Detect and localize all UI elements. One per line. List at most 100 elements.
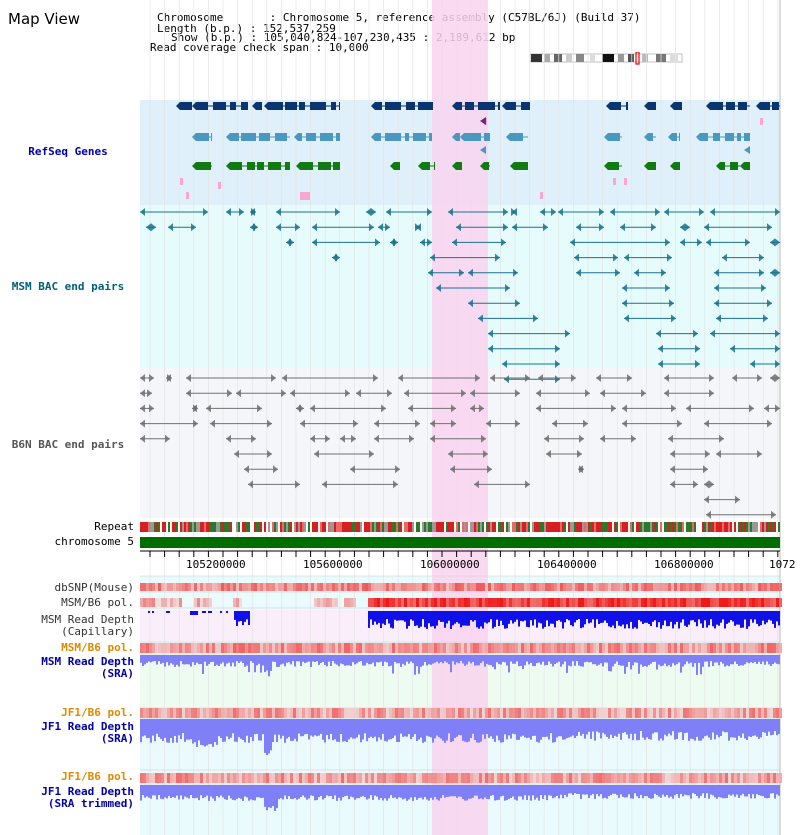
jf1-b6-pol-2-cell [314, 773, 317, 783]
jf1-b6-pol-2-cell [464, 773, 467, 783]
msm-b6-pol-sra-cell [608, 643, 611, 653]
msm-b6-pol-sra-cell [422, 643, 425, 653]
dbsnp-heat-cell [752, 583, 755, 591]
jf1-b6-pol-cell [143, 708, 146, 718]
jf1-b6-pol-cell [374, 708, 377, 718]
b6n-bac-pair-end [579, 434, 584, 443]
msm-capillary-depth-bar [202, 611, 204, 613]
repeat-segment [734, 522, 736, 532]
jf1-b6-pol-2-cell [494, 773, 497, 783]
msm-bac-pair-end [574, 253, 579, 262]
dbsnp-heat-cell [185, 583, 188, 591]
b6n-bac-pair-end [451, 404, 456, 413]
msm-b6-pol-cell [719, 598, 722, 607]
jf1-sra-depth-bar [368, 719, 370, 738]
jf1-b6-pol-2-cell [524, 773, 527, 783]
dbsnp-heat-cell [299, 583, 302, 591]
jf1-trimmed-depth-bar [152, 785, 154, 796]
msm-sra-depth-bar [624, 655, 626, 674]
jf1-trimmed-depth-bar [492, 785, 494, 796]
jf1-sra-depth-bar [298, 719, 300, 734]
jf1-b6-pol-2-cell [155, 773, 158, 783]
jf1-sra-depth-bar [510, 719, 512, 739]
jf1-b6-pol-cell [590, 708, 593, 718]
msm-bac-pair-end [495, 253, 500, 262]
repeat-segment [200, 522, 202, 532]
b6n-bac-pair-end [749, 404, 754, 413]
b6n-bac-pair-end [325, 434, 330, 443]
repeat-segment [176, 522, 178, 532]
msm-b6-pol-sra-cell [629, 643, 632, 653]
jf1-trimmed-depth-bar [174, 785, 176, 798]
msm-capillary-depth-bar [422, 611, 424, 620]
jf1-sra-depth-bar [180, 719, 182, 740]
repeat-segment [638, 522, 640, 532]
msm-sra-depth-bar [330, 655, 332, 666]
jf1-trimmed-depth-bar [430, 785, 432, 798]
msm-sra-depth-bar [752, 655, 754, 664]
jf1-sra-depth-bar [262, 719, 264, 735]
msm-sra-depth-bar [256, 655, 258, 666]
repeat-segment [458, 522, 460, 532]
b6n-bac-pair-end [350, 465, 355, 474]
b6n-bac-pair-end [430, 419, 435, 428]
msm-capillary-depth-bar [666, 611, 668, 627]
msm-sra-depth-bar [320, 655, 322, 664]
dbsnp-heat-cell [266, 583, 269, 591]
b6n-bac-pair-end [140, 419, 145, 428]
jf1-sra-depth-bar [522, 719, 524, 736]
msm-b6-pol-cell [773, 598, 776, 607]
jf1-trimmed-depth-bar [332, 785, 334, 800]
dbsnp-heat-cell [152, 583, 155, 591]
msm-b6-pol-sra-cell [242, 643, 245, 653]
msm-capillary-depth-bar [376, 611, 378, 625]
msm-b6-pol-sra-cell [236, 643, 239, 653]
msm-capillary-depth-bar [526, 611, 528, 627]
msm-capillary-depth-bar [618, 611, 620, 626]
msm-b6-pol-cell [194, 598, 197, 607]
jf1-b6-pol-cell [434, 708, 437, 718]
jf1-sra-depth-bar [414, 719, 416, 735]
jf1-trimmed-depth-bar [536, 785, 538, 798]
repeat-segment [212, 522, 214, 532]
repeat-segment [158, 522, 160, 532]
jf1-b6-pol-2-cell [632, 773, 635, 783]
msm-bac-pair-end [505, 284, 510, 292]
msm-b6-pol-sra-cell [470, 643, 473, 653]
jf1-trimmed-depth-bar [622, 785, 624, 797]
track-label-msm-bac[interactable]: MSM BAC end pairs [11, 280, 125, 293]
msm-b6-pol-cell [326, 598, 329, 607]
repeat-segment [746, 522, 748, 532]
msm-sra-depth-bar [450, 655, 452, 673]
msm-capillary-depth-bar [714, 611, 716, 629]
jf1-sra-depth-bar [206, 719, 208, 746]
dbsnp-heat-cell [221, 583, 224, 591]
track-label-refseq[interactable]: RefSeq Genes [28, 145, 108, 158]
msm-b6-pol-sra-cell [335, 643, 338, 653]
msm-b6-pol-cell [143, 598, 146, 607]
chromosome-ideogram[interactable] [528, 52, 688, 66]
track-label-b6n-bac[interactable]: B6N BAC end pairs [11, 438, 125, 451]
msm-b6-pol-sra-cell [263, 643, 266, 653]
dbsnp-heat-cell [518, 583, 521, 591]
dbsnp-heat-cell [242, 583, 245, 591]
msm-capillary-depth-bar [572, 611, 574, 627]
jf1-b6-pol-cell [362, 708, 365, 718]
msm-sra-depth-bar [674, 655, 676, 666]
repeat-segment [298, 522, 300, 532]
msm-capillary-depth-bar [242, 611, 244, 626]
jf1-b6-pol-cell [398, 708, 401, 718]
jf1-trimmed-depth-bar [734, 785, 736, 797]
dbsnp-heat-cell [725, 583, 728, 591]
repeat-segment [524, 522, 526, 532]
msm-b6-pol-cell [644, 598, 647, 607]
repeat-segment [526, 522, 528, 532]
b6n-bac-pair-end [470, 404, 475, 413]
jf1-b6-pol-cell [275, 708, 278, 718]
dbsnp-heat-cell [662, 583, 665, 591]
msm-capillary-depth-bar [630, 611, 632, 622]
jf1-b6-pol-2-cell [341, 773, 344, 783]
msm-sra-depth-bar [500, 655, 502, 665]
repeat-segment [270, 522, 272, 532]
